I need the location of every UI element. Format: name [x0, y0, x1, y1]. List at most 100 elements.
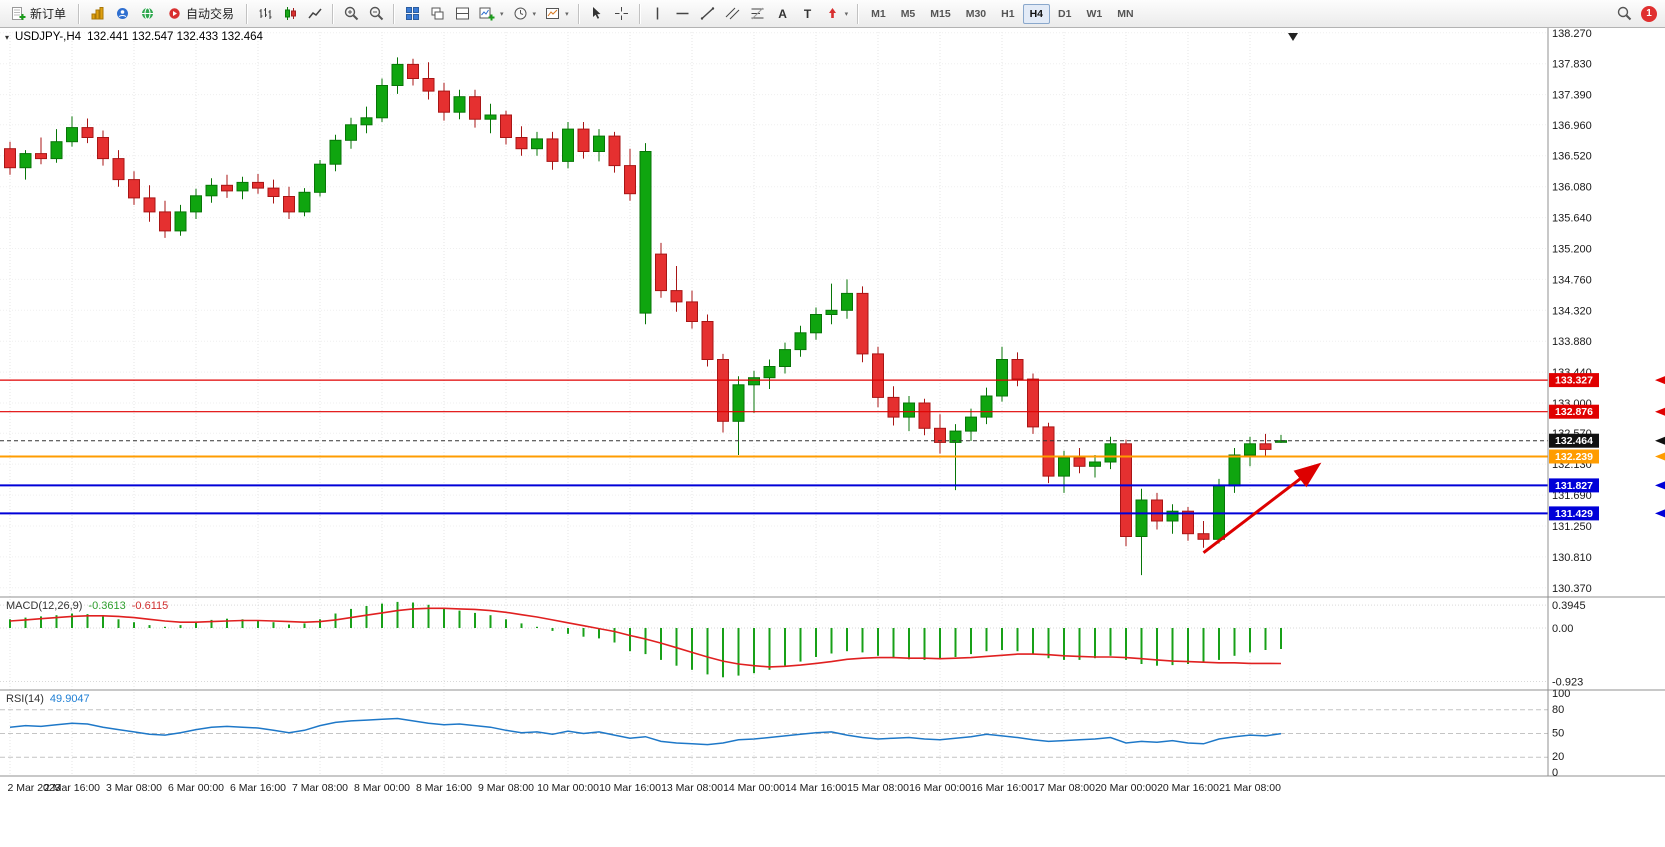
- chart-ohlc-values: 132.441 132.547 132.433 132.464: [87, 31, 263, 43]
- new-order-button[interactable]: 新订单: [4, 3, 73, 25]
- community-button[interactable]: [135, 3, 159, 25]
- chevron-down-icon: ▾: [500, 10, 504, 18]
- period-button[interactable]: ▾: [509, 3, 541, 25]
- candlestick-mode-button[interactable]: [278, 3, 302, 25]
- bar-chart-mode-button[interactable]: [253, 3, 277, 25]
- zoom-out-button[interactable]: [364, 3, 388, 25]
- svg-text:20: 20: [1552, 751, 1564, 763]
- svg-text:135.640: 135.640: [1552, 213, 1592, 225]
- svg-text:10 Mar 00:00: 10 Mar 00:00: [537, 782, 599, 794]
- line-chart-mode-button[interactable]: [303, 3, 327, 25]
- toolbar-separator: [577, 3, 580, 24]
- price-tags: 133.327 132.876 132.239 131.827 131.429 132.4…: [1549, 373, 1665, 521]
- svg-text:20 Mar 00:00: 20 Mar 00:00: [1095, 782, 1157, 794]
- macd-signal-value: -0.6115: [131, 600, 169, 612]
- svg-text:138.270: 138.270: [1552, 28, 1592, 40]
- tile-windows-button[interactable]: [400, 3, 424, 25]
- chart-canvas[interactable]: 138.270 137.830 137.390 136.960 136.520 136.0…: [0, 28, 1665, 847]
- zoom-out-icon: [369, 6, 383, 21]
- toolbar-separator: [78, 3, 81, 24]
- chart-shift-marker: [1288, 33, 1298, 41]
- svg-text:130.810: 130.810: [1552, 552, 1592, 564]
- text-tool-icon: A: [778, 6, 787, 21]
- new-chart-icon: [479, 7, 495, 21]
- timeframe-h1[interactable]: H1: [994, 4, 1021, 24]
- price-chart-svg[interactable]: 138.270 137.830 137.390 136.960 136.520 136.0…: [0, 28, 1665, 847]
- arrows-tool-button[interactable]: ▾: [821, 3, 853, 25]
- svg-text:2 Mar 2023: 2 Mar 2023: [7, 782, 60, 794]
- text-label-tool-button[interactable]: T: [796, 3, 820, 25]
- arrow-tool-icon: [828, 8, 836, 18]
- horizontal-lines-layer: [0, 379, 1548, 515]
- macd-value: -0.3613: [88, 600, 126, 612]
- main-toolbar: 新订单 自动交易: [0, 0, 1665, 28]
- autotrading-button[interactable]: 自动交易: [160, 3, 241, 25]
- svg-text:0: 0: [1552, 767, 1558, 779]
- cascade-windows-button[interactable]: [425, 3, 449, 25]
- bar-stats-icon: [91, 7, 104, 20]
- new-order-icon: [12, 7, 26, 20]
- globe-icon: [141, 7, 153, 20]
- split-windows-icon: [455, 7, 469, 20]
- notification-badge[interactable]: 1: [1641, 5, 1657, 22]
- timeframe-mn[interactable]: MN: [1110, 4, 1140, 24]
- trendline-tool-button[interactable]: [696, 3, 720, 25]
- vertical-line-icon: [656, 7, 659, 20]
- pane-dividers[interactable]: [0, 28, 1665, 777]
- toolbar-separator: [246, 3, 249, 24]
- svg-text:135.200: 135.200: [1552, 244, 1592, 256]
- svg-text:14 Mar 16:00: 14 Mar 16:00: [785, 782, 847, 794]
- svg-text:13 Mar 08:00: 13 Mar 08:00: [661, 782, 723, 794]
- timeframe-w1[interactable]: W1: [1079, 4, 1109, 24]
- clock-icon: [514, 7, 527, 20]
- svg-text:133.327: 133.327: [1555, 375, 1593, 387]
- timeframe-m15[interactable]: M15: [923, 4, 957, 24]
- horizontal-line-icon: [676, 12, 689, 15]
- charts-list-button[interactable]: [85, 3, 109, 25]
- fibonacci-tool-button[interactable]: [746, 3, 770, 25]
- zoom-in-button[interactable]: [339, 3, 363, 25]
- template-button[interactable]: ▾: [541, 3, 573, 25]
- timeframe-m1[interactable]: M1: [864, 4, 893, 24]
- timeframe-m30[interactable]: M30: [959, 4, 993, 24]
- profile-button[interactable]: [110, 3, 134, 25]
- svg-text:50: 50: [1552, 728, 1564, 740]
- candlestick-icon: [284, 7, 296, 20]
- svg-text:8 Mar 00:00: 8 Mar 00:00: [354, 782, 410, 794]
- chevron-down-icon: ▾: [532, 10, 537, 18]
- timeframe-d1[interactable]: D1: [1051, 4, 1078, 24]
- chart-menu-icon[interactable]: ▾: [5, 32, 10, 42]
- toolbar-separator: [857, 3, 860, 24]
- svg-text:131.429: 131.429: [1555, 508, 1593, 520]
- horizontal-line-tool-button[interactable]: [671, 3, 695, 25]
- svg-text:134.320: 134.320: [1552, 305, 1592, 317]
- crosshair-button[interactable]: [610, 3, 634, 25]
- split-windows-button[interactable]: [450, 3, 474, 25]
- vertical-line-tool-button[interactable]: [646, 3, 670, 25]
- chart-area: 138.270 137.830 137.390 136.960 136.520 136.0…: [0, 28, 1665, 847]
- svg-text:0.00: 0.00: [1552, 623, 1573, 635]
- svg-text:136.960: 136.960: [1552, 120, 1592, 132]
- svg-text:-0.923: -0.923: [1552, 677, 1583, 689]
- search-button[interactable]: [1612, 3, 1636, 25]
- chart-symbol-period: USDJPY-,H4: [15, 31, 82, 43]
- macd-name: MACD(12,26,9): [6, 600, 83, 612]
- svg-text:16 Mar 00:00: 16 Mar 00:00: [909, 782, 971, 794]
- svg-text:132.464: 132.464: [1555, 435, 1593, 447]
- channel-tool-button[interactable]: [721, 3, 745, 25]
- zoom-in-icon: [344, 6, 358, 21]
- macd-indicator-label: MACD(12,26,9) -0.3613 -0.6115: [6, 600, 168, 612]
- text-tool-button[interactable]: A: [771, 3, 795, 25]
- chevron-down-icon: ▾: [565, 10, 569, 18]
- svg-text:9 Mar 08:00: 9 Mar 08:00: [478, 782, 534, 794]
- svg-text:16 Mar 16:00: 16 Mar 16:00: [971, 782, 1033, 794]
- trend-arrow-annotation[interactable]: [1202, 462, 1322, 554]
- new-chart-button[interactable]: ▾: [475, 3, 508, 25]
- price-axis: 138.270 137.830 137.390 136.960 136.520 136.0…: [1552, 28, 1592, 779]
- cursor-button[interactable]: [585, 3, 609, 25]
- candles-layer: [4, 57, 1287, 576]
- timeframe-m5[interactable]: M5: [894, 4, 923, 24]
- rsi-name: RSI(14): [6, 693, 44, 705]
- timeframe-h4[interactable]: H4: [1022, 3, 1051, 24]
